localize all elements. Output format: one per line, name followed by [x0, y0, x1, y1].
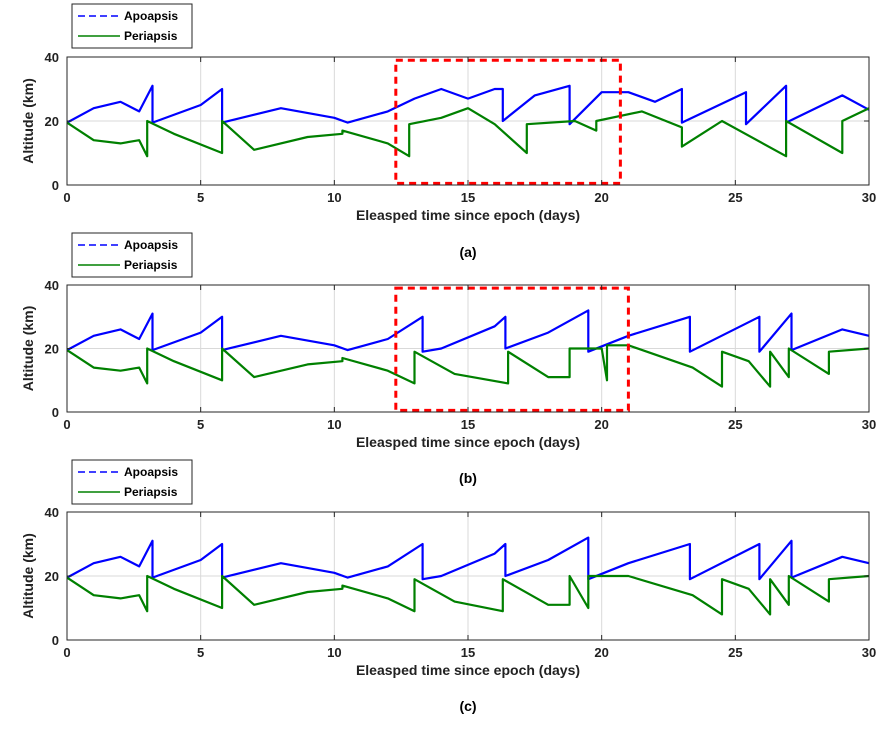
y-tick-label: 20 — [45, 114, 59, 129]
legend-box — [71, 3, 193, 49]
y-tick-label: 0 — [52, 633, 59, 648]
y-tick-label: 40 — [45, 278, 59, 293]
y-axis-label: Altitude (km) — [20, 78, 36, 164]
legend-label-periapsis: Periapsis — [124, 258, 178, 272]
x-tick-label: 30 — [862, 190, 876, 205]
legend-box — [71, 459, 193, 505]
x-tick-label: 20 — [594, 190, 608, 205]
x-axis-label: Eleasped time since epoch (days) — [356, 207, 580, 223]
x-tick-label: 10 — [327, 190, 341, 205]
panel-caption: (c) — [459, 698, 476, 714]
series-line-periapsis — [66, 574, 870, 616]
x-tick-label: 25 — [728, 190, 742, 205]
legend: Apoapsis Periapsis — [71, 459, 193, 505]
x-tick-label: 0 — [63, 645, 70, 660]
legend-box — [71, 232, 193, 278]
y-axis-label: Altitude (km) — [20, 533, 36, 619]
legend: Apoapsis Periapsis — [71, 3, 193, 49]
y-tick-label: 20 — [45, 569, 59, 584]
x-tick-label: 30 — [862, 645, 876, 660]
chart-panel-1: 0 5 10 15 20 25 30 0 20 40 Eleasped time since epo… — [20, 3, 876, 260]
chart-panel-2: 0 5 10 15 20 25 30 0 20 40 Eleasped time since epo… — [20, 232, 876, 486]
x-tick-label: 25 — [728, 417, 742, 432]
legend-label-periapsis: Periapsis — [124, 485, 178, 499]
legend-label-periapsis: Periapsis — [124, 29, 178, 43]
x-tick-label: 10 — [327, 417, 341, 432]
legend-label-apoapsis: Apoapsis — [124, 238, 178, 252]
x-tick-label: 5 — [197, 190, 204, 205]
panel-caption: (a) — [459, 244, 476, 260]
highlight-box — [394, 58, 622, 185]
legend: Apoapsis Periapsis — [71, 232, 193, 278]
x-tick-label: 5 — [197, 417, 204, 432]
y-tick-label: 0 — [52, 405, 59, 420]
legend-label-apoapsis: Apoapsis — [124, 9, 178, 23]
x-axis-label: Eleasped time since epoch (days) — [356, 434, 580, 450]
x-tick-label: 0 — [63, 417, 70, 432]
y-tick-label: 20 — [45, 342, 59, 357]
chart-panel-3: 0 5 10 15 20 25 30 0 20 40 Eleasped time since epo… — [20, 459, 876, 714]
legend-label-apoapsis: Apoapsis — [124, 465, 178, 479]
y-axis-label: Altitude (km) — [20, 306, 36, 392]
x-axis-label: Eleasped time since epoch (days) — [356, 662, 580, 678]
x-tick-label: 15 — [461, 645, 475, 660]
y-tick-label: 0 — [52, 178, 59, 193]
x-tick-label: 0 — [63, 190, 70, 205]
y-tick-label: 40 — [45, 50, 59, 65]
x-tick-label: 5 — [197, 645, 204, 660]
y-tick-label: 40 — [45, 505, 59, 520]
panel-caption: (b) — [459, 470, 477, 486]
x-tick-label: 30 — [862, 417, 876, 432]
x-tick-label: 15 — [461, 417, 475, 432]
x-tick-label: 15 — [461, 190, 475, 205]
x-tick-label: 10 — [327, 645, 341, 660]
x-tick-label: 20 — [594, 417, 608, 432]
x-tick-label: 25 — [728, 645, 742, 660]
x-tick-label: 20 — [594, 645, 608, 660]
highlight-box — [394, 286, 630, 412]
